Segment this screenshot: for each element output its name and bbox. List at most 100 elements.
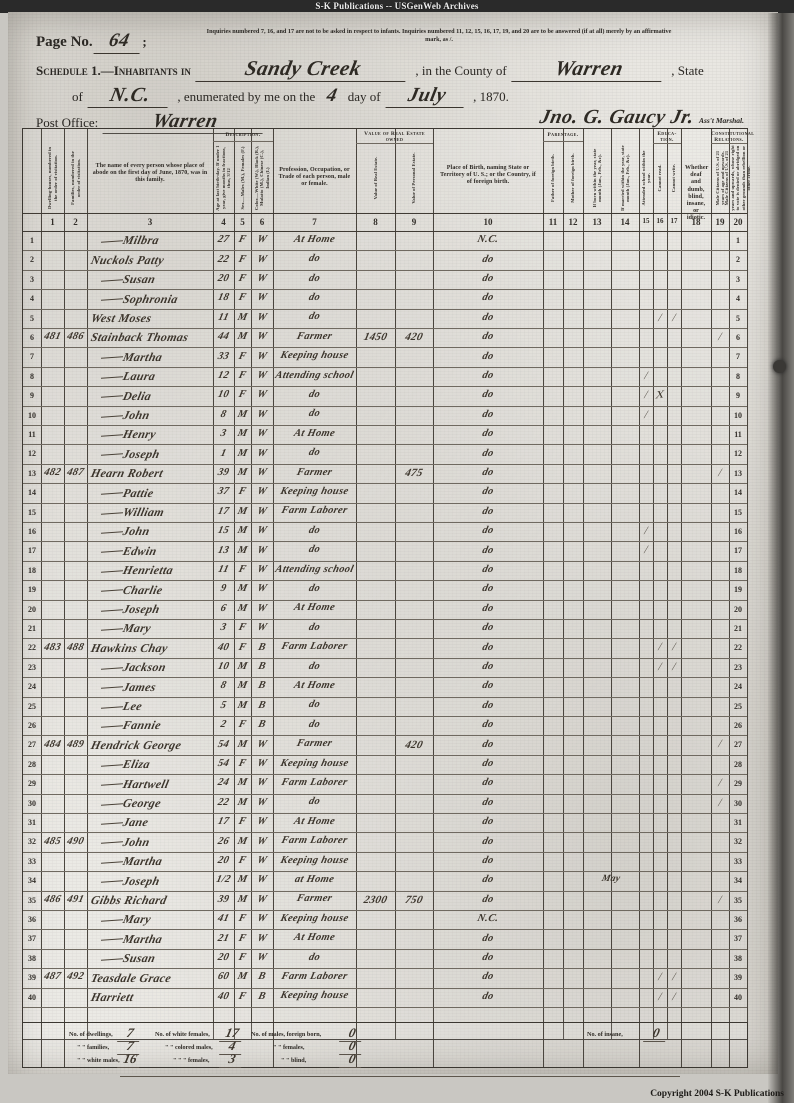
- column-divider: [234, 129, 235, 1039]
- row-number: 37: [28, 934, 36, 944]
- cell-person-name: Hendrick George: [89, 737, 183, 752]
- summary-divider: [64, 1023, 65, 1067]
- day-label: day of: [347, 89, 381, 104]
- cell-color: W: [255, 234, 269, 246]
- cell-occupation: do: [307, 951, 322, 963]
- cell-occupation: do: [307, 699, 322, 711]
- binding-edge: [768, 13, 794, 1103]
- cell-birthplace: do: [481, 331, 495, 343]
- enumerated-label: , enumerated by me on the: [177, 89, 316, 104]
- row-number: 40: [28, 992, 36, 1002]
- cell-color: W: [255, 777, 269, 789]
- row-number: 30: [28, 798, 36, 808]
- row-divider: [213, 141, 273, 142]
- row-number: 22: [28, 643, 36, 653]
- cell-occupation: do: [307, 253, 322, 265]
- cell-family-number: 488: [65, 641, 86, 653]
- summary-label: " " colored males,: [165, 1044, 213, 1051]
- cell-birthplace: do: [481, 389, 495, 401]
- row-divider: [543, 141, 583, 142]
- summary-divider: [681, 1023, 682, 1067]
- ditto-dash: [101, 686, 123, 689]
- ditto-dash: [101, 822, 123, 825]
- row-number: 19: [734, 585, 742, 595]
- cell-age: 20: [216, 273, 231, 284]
- cell-color: W: [255, 874, 269, 886]
- copyright-text: Copyright 2004 S-K Publications: [650, 1089, 784, 1099]
- cell-age: 17: [216, 505, 231, 517]
- summary-divider: [729, 1023, 730, 1067]
- cell-color: W: [255, 525, 269, 537]
- cell-dwelling-number: 482: [42, 467, 63, 478]
- cell-color: B: [257, 641, 267, 653]
- column-divider: [711, 129, 712, 1039]
- column-header-15: Attended school within the year.: [640, 150, 651, 206]
- of-label: of: [72, 89, 83, 104]
- cell-birthplace: do: [481, 311, 495, 323]
- cell-birthplace: do: [481, 855, 495, 866]
- summary-label: " " families,: [77, 1044, 110, 1051]
- cell-birthplace: do: [481, 990, 495, 1002]
- cell-birthplace: do: [481, 661, 495, 672]
- cell-color: W: [255, 564, 269, 575]
- row-number: 3: [30, 274, 34, 284]
- column-header-12: Mother of foreign birth.: [570, 153, 576, 203]
- column-number-7: 7: [312, 217, 317, 227]
- year-label: , 1870.: [473, 89, 509, 104]
- row-divider: [23, 871, 747, 873]
- column-number-19: 19: [715, 217, 725, 227]
- cell-person-name: James: [121, 679, 158, 694]
- cell-color: W: [255, 583, 269, 595]
- cell-dwelling-number: 487: [42, 971, 63, 983]
- column-number-2: 2: [73, 217, 78, 227]
- cell-occupation: Farmer: [295, 738, 334, 750]
- cell-age: 27: [216, 234, 231, 246]
- cell-age: 33: [216, 350, 231, 362]
- column-number-5: 5: [240, 217, 245, 227]
- cell-color: B: [257, 990, 267, 1002]
- column-divider: [747, 129, 748, 1039]
- cell-birthplace: do: [481, 602, 495, 614]
- cell-birthplace: do: [481, 641, 495, 653]
- cell-color: W: [255, 428, 269, 440]
- cell-person-name: Pattie: [121, 485, 156, 500]
- row-divider: [23, 386, 747, 388]
- cell-occupation: do: [307, 447, 322, 459]
- cell-person-name: Henrietta: [121, 563, 175, 578]
- row-divider: [23, 308, 747, 310]
- column-header-14: If married within the year, state month …: [619, 145, 630, 211]
- cell-birthplace: do: [481, 893, 495, 905]
- cell-color: W: [255, 816, 269, 828]
- cell-person-name: Edwin: [121, 543, 159, 558]
- cell-age: 24: [216, 777, 231, 789]
- row-number: 26: [734, 721, 742, 730]
- row-divider: [23, 638, 747, 640]
- cell-color: W: [255, 622, 269, 634]
- cell-occupation: do: [307, 408, 322, 420]
- column-divider: [356, 129, 357, 1039]
- ditto-dash: [101, 453, 123, 457]
- cell-occupation: At Home: [292, 427, 337, 439]
- row-number: 20: [28, 604, 36, 614]
- cell-age: 41: [216, 913, 231, 925]
- cell-birthplace: do: [481, 777, 495, 789]
- cell-color: W: [255, 350, 269, 362]
- cell-color: W: [255, 893, 269, 905]
- row-divider: [23, 580, 747, 582]
- row-number: 7: [736, 352, 740, 362]
- row-number: 9: [30, 391, 34, 401]
- cell-person-name: Lee: [121, 699, 144, 713]
- cell-dwelling-number: 486: [42, 893, 63, 905]
- row-number: 31: [734, 818, 742, 827]
- column-header-6: Color.—White (W.), Black (B.), Mulatto (…: [253, 145, 270, 211]
- column-number-18: 18: [691, 217, 701, 227]
- row-divider: [23, 929, 747, 931]
- cell-color: W: [255, 835, 269, 847]
- cell-color: B: [257, 680, 267, 692]
- row-divider: [23, 463, 747, 465]
- ditto-dash: [101, 356, 123, 360]
- cell-birthplace: do: [481, 680, 495, 692]
- cell-person-name: Joseph: [121, 446, 162, 461]
- cell-real-estate: 2300: [362, 893, 389, 906]
- ditto-dash: [101, 919, 123, 922]
